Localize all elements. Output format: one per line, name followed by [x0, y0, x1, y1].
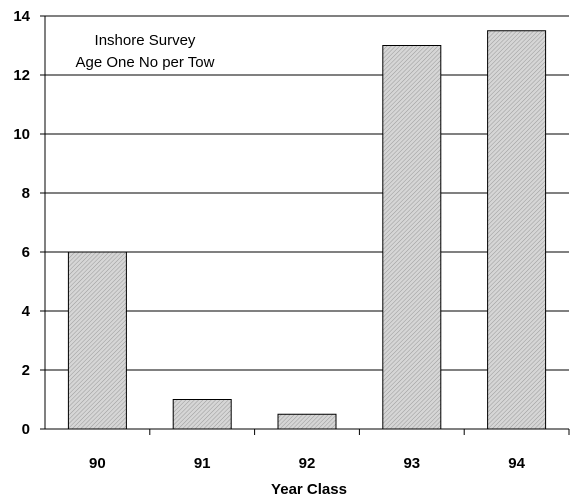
bars-group [67, 30, 547, 430]
y-tick-label: 0 [22, 421, 30, 438]
x-axis-title: Year Class [271, 481, 347, 497]
x-tick-label: 91 [194, 455, 211, 472]
x-tick-labels: 90 91 92 93 94 [89, 455, 526, 472]
bar [172, 399, 232, 430]
y-tick-label: 6 [22, 244, 30, 261]
y-tick-label: 2 [22, 362, 30, 379]
y-tick-label: 10 [13, 126, 30, 143]
gridlines [45, 15, 569, 371]
bar [277, 413, 337, 430]
x-tick-label: 93 [403, 455, 420, 472]
y-tick-label: 4 [22, 303, 31, 320]
annotation-line-1: Inshore Survey [95, 32, 196, 49]
y-tick-label: 14 [13, 8, 30, 25]
bar [67, 251, 127, 430]
y-tick-label: 12 [13, 67, 30, 84]
bar [487, 30, 547, 430]
x-tick-label: 92 [299, 455, 316, 472]
annotation-line-2: Age One No per Tow [76, 54, 215, 71]
bar [382, 45, 442, 430]
x-tick-label: 90 [89, 455, 106, 472]
x-tick-label: 94 [508, 455, 525, 472]
y-tick-labels: 0 2 4 6 8 10 12 14 [13, 8, 30, 438]
y-tick-label: 8 [22, 185, 30, 202]
axes [40, 15, 570, 435]
